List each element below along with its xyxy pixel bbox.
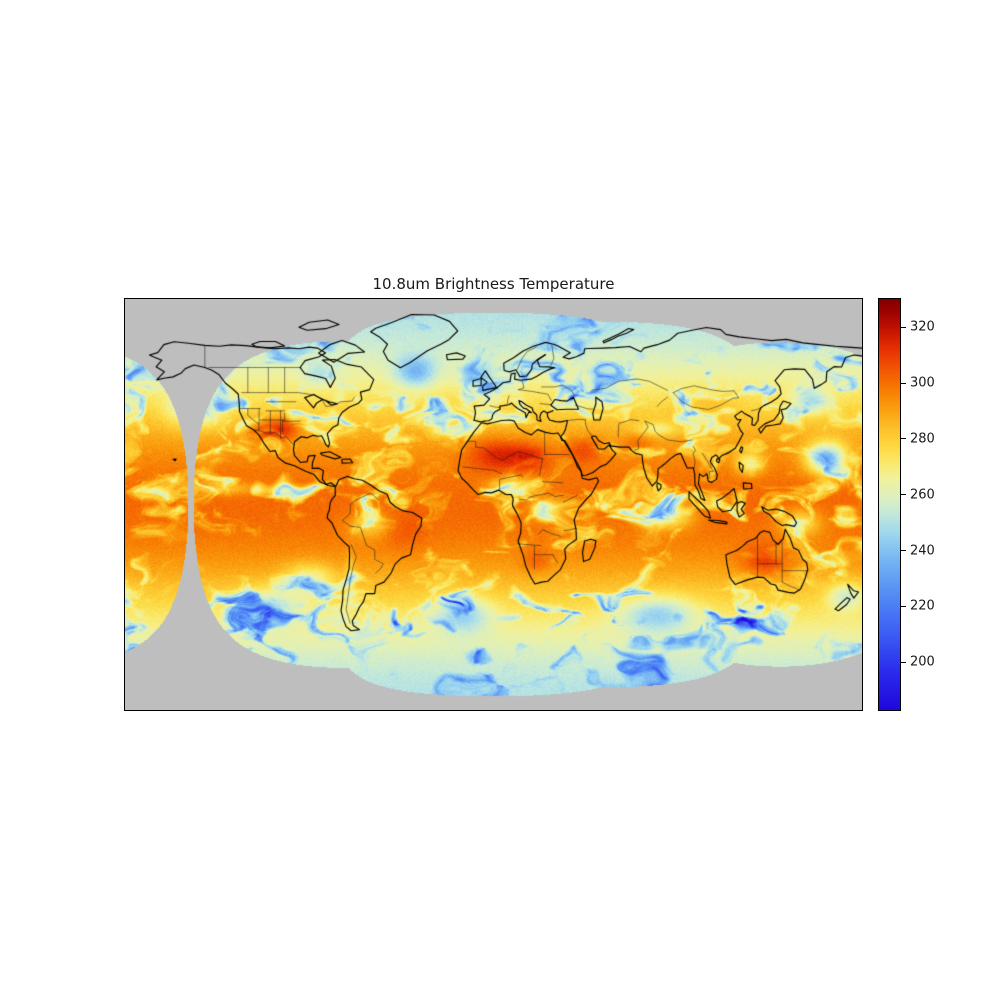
colorbar-tick-label: 200 bbox=[910, 654, 935, 670]
colorbar-tick bbox=[901, 494, 906, 496]
colorbar-tick bbox=[901, 326, 906, 328]
colorbar bbox=[878, 298, 901, 711]
map-axes bbox=[124, 298, 863, 711]
colorbar-tick-label: 240 bbox=[910, 543, 935, 559]
plot-title: 10.8um Brightness Temperature bbox=[372, 275, 615, 293]
colorbar-tick bbox=[901, 438, 906, 440]
colorbar-tick bbox=[901, 382, 906, 384]
colorbar-tick-label: 260 bbox=[910, 487, 935, 503]
colorbar-tick-label: 220 bbox=[910, 598, 935, 614]
colorbar-tick bbox=[901, 550, 906, 552]
colorbar-tick-label: 280 bbox=[910, 431, 935, 447]
colorbar-tick-label: 320 bbox=[910, 319, 935, 335]
colorbar-gradient bbox=[879, 299, 900, 710]
colorbar-tick bbox=[901, 661, 906, 663]
colorbar-tick bbox=[901, 605, 906, 607]
brightness-temperature-map bbox=[125, 299, 862, 710]
colorbar-tick-label: 300 bbox=[910, 375, 935, 391]
